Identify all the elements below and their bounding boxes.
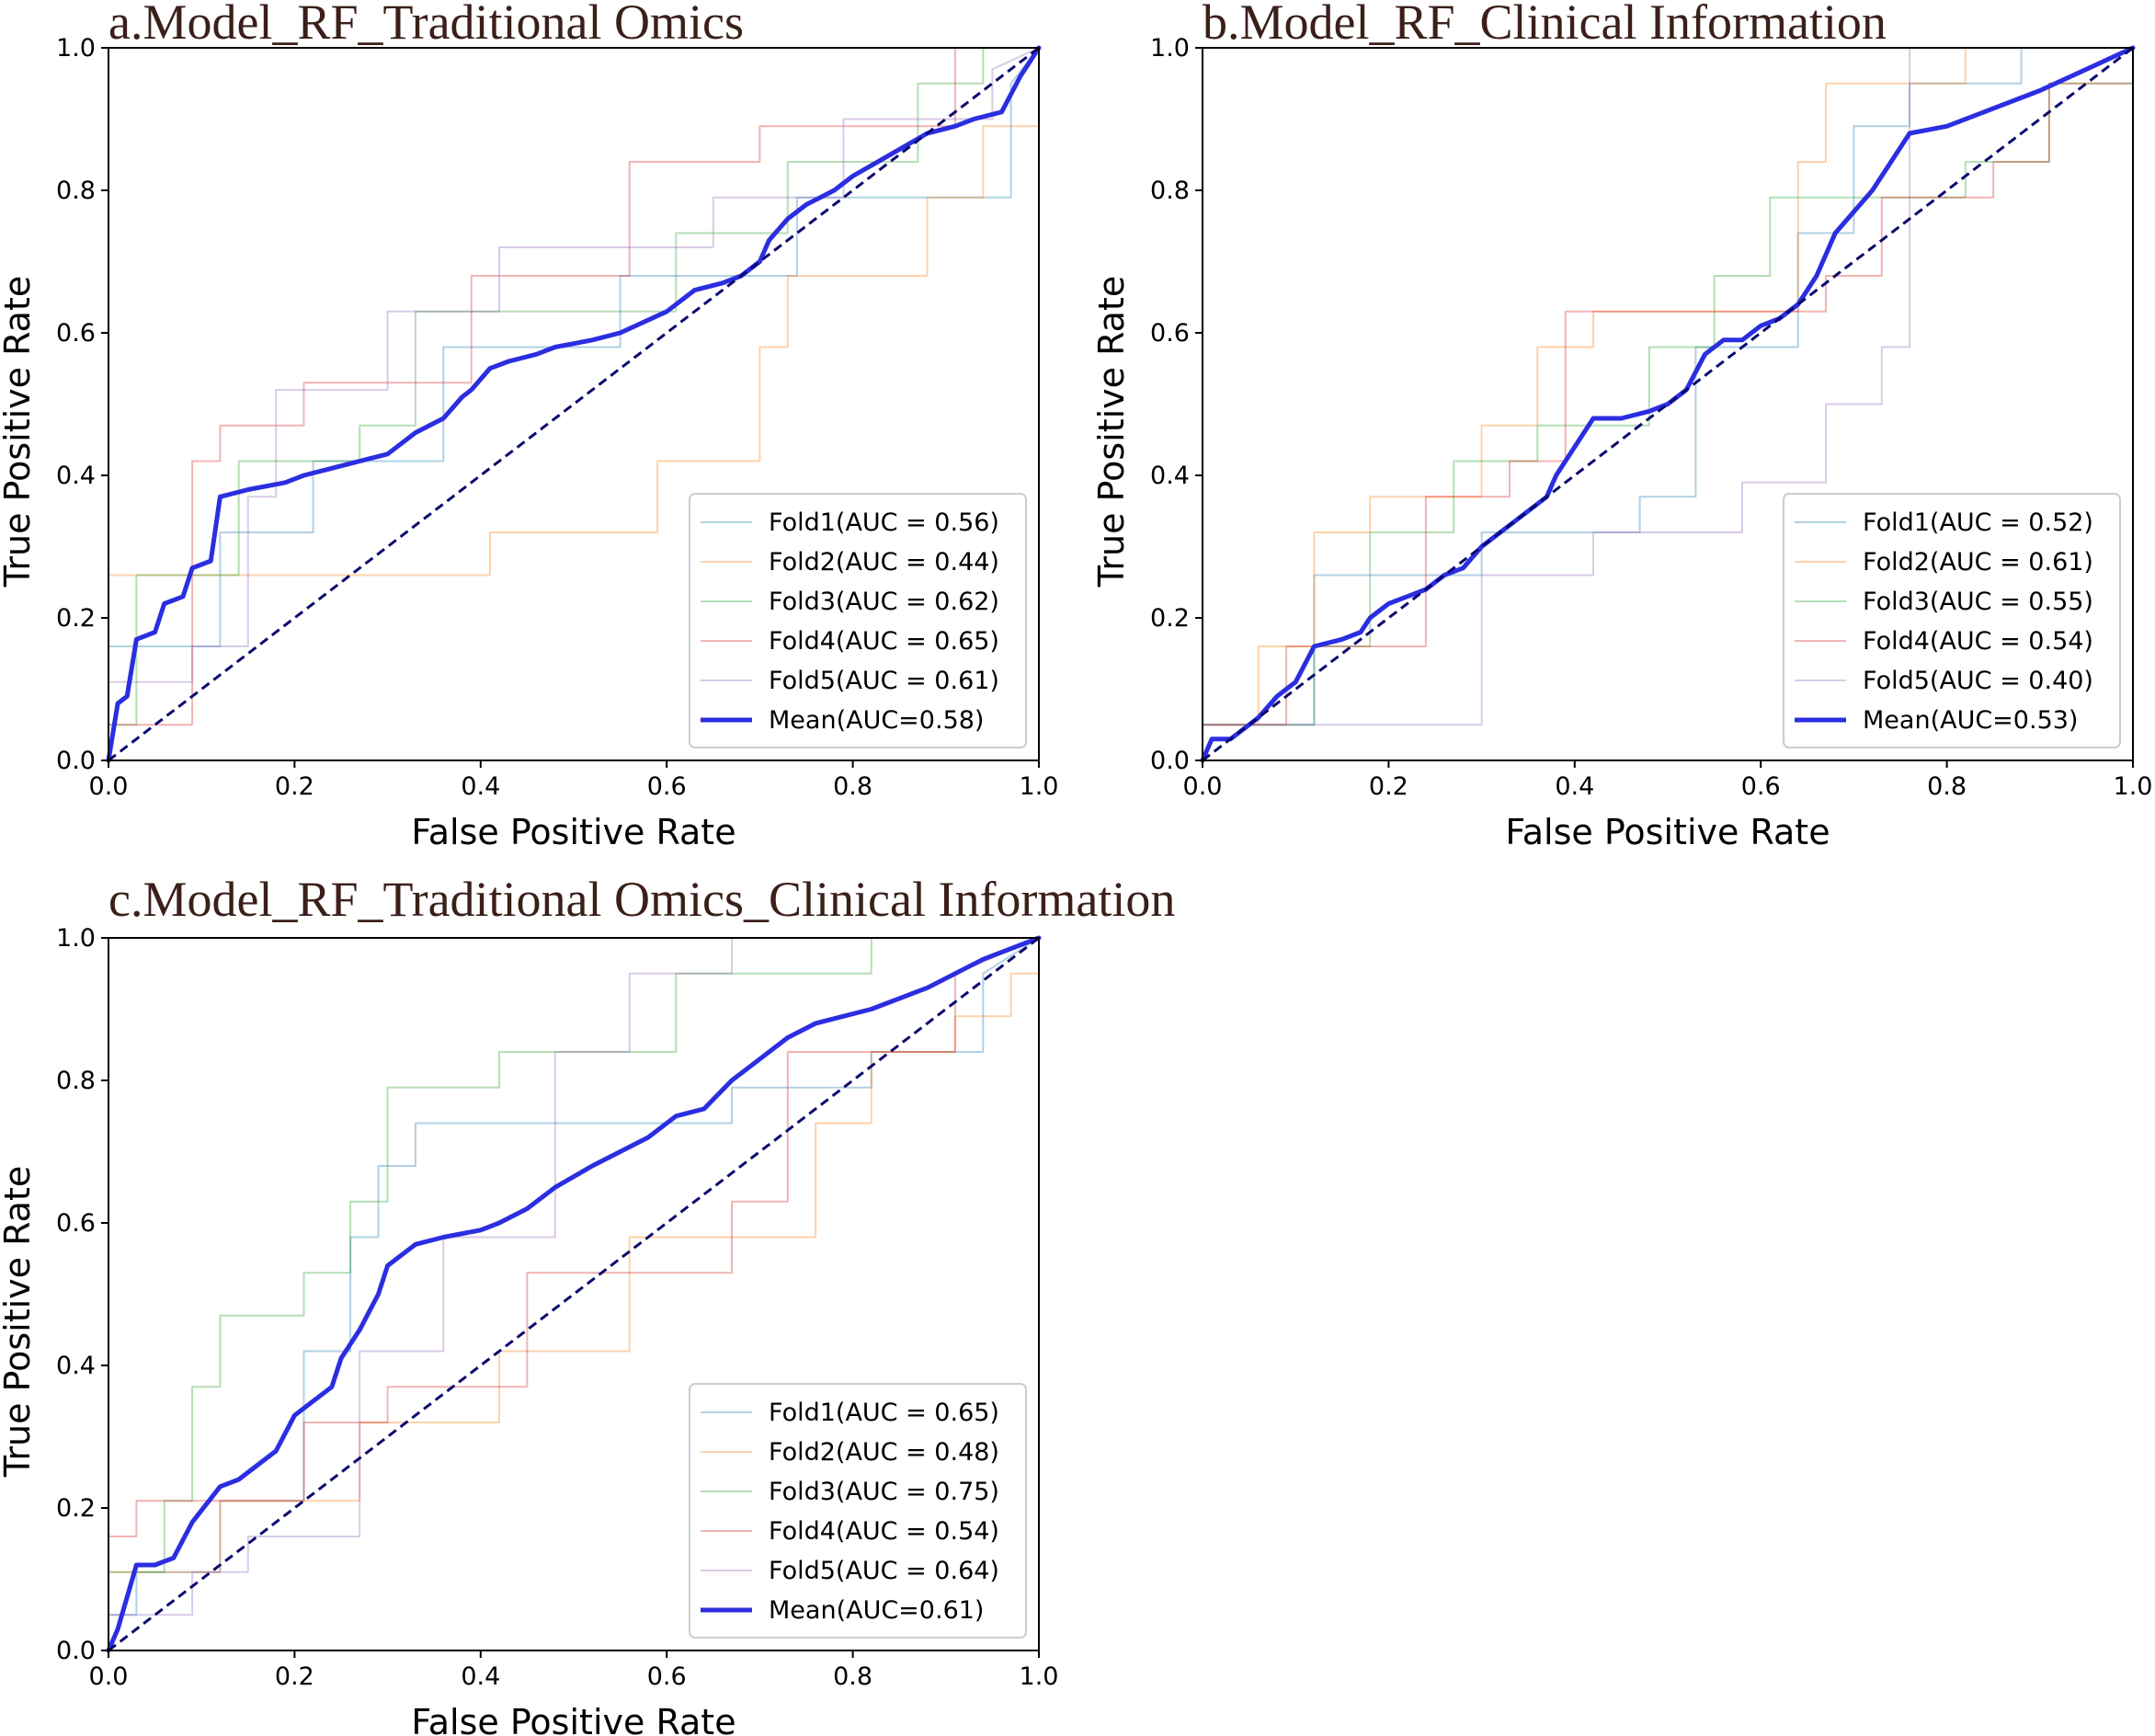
legend: Fold1(AUC = 0.65) Fold2(AUC = 0.48) Fold3(… bbox=[689, 1383, 1027, 1639]
y-tick-label: 0.4 bbox=[1150, 462, 1190, 490]
chance-diagonal-line bbox=[108, 46, 1040, 762]
fold-roc-line-4 bbox=[108, 47, 1040, 761]
fold-roc-line-5 bbox=[108, 47, 1040, 761]
legend-entry-label: Fold5(AUC = 0.61) bbox=[769, 667, 999, 695]
axes-frame bbox=[1202, 47, 2134, 761]
mean-roc-line bbox=[106, 935, 1042, 1653]
legend: Fold1(AUC = 0.52) Fold2(AUC = 0.61) Fold3(… bbox=[1783, 493, 2121, 748]
chance-diagonal-line bbox=[108, 936, 1040, 1652]
fold-roc-line-5 bbox=[1202, 47, 2134, 761]
fold-roc-line-1 bbox=[1202, 47, 2134, 761]
fold-roc-line-2 bbox=[108, 972, 1040, 1651]
legend-entry-label: Fold2(AUC = 0.48) bbox=[769, 1438, 999, 1467]
fold-roc-line-2 bbox=[1202, 47, 2134, 761]
y-tick-label: 0.8 bbox=[56, 1067, 96, 1095]
x-axis-label: False Positive Rate bbox=[1505, 812, 1830, 852]
legend-entry-label: Fold4(AUC = 0.65) bbox=[769, 627, 999, 656]
mean-roc-line bbox=[106, 45, 1042, 763]
roc-panel-b: b.Model_RF_Clinical Information 0.0 0.2 0.… bbox=[1091, 0, 2152, 852]
y-tick-label: 0.8 bbox=[1150, 177, 1190, 205]
series-group bbox=[106, 45, 1042, 763]
legend-entry-label: Mean(AUC=0.61) bbox=[769, 1596, 984, 1625]
fold-roc-line-4 bbox=[1202, 82, 2134, 761]
roc-panel-c: c.Model_RF_Traditional Omics_Clinical In… bbox=[0, 872, 1175, 1736]
x-tick-label: 0.8 bbox=[833, 1662, 872, 1691]
fold-roc-line-1 bbox=[108, 937, 1040, 1651]
y-tick-label: 0.2 bbox=[56, 604, 96, 633]
roc-panel-a: a.Model_RF_Traditional Omics 0.0 0.2 0.4 0.… bbox=[0, 0, 1058, 852]
fold-roc-line-3 bbox=[1202, 82, 2134, 761]
y-axis-label: True Positive Rate bbox=[0, 276, 38, 588]
legend-entry-label: Fold1(AUC = 0.65) bbox=[769, 1399, 999, 1427]
legend-box bbox=[689, 493, 1027, 748]
legend-entry-label: Fold3(AUC = 0.62) bbox=[769, 588, 999, 616]
y-tick-label: 0.4 bbox=[56, 1352, 96, 1380]
x-tick-label: 0.0 bbox=[89, 772, 129, 801]
y-tick-label: 0.0 bbox=[56, 747, 96, 775]
y-axis-label: True Positive Rate bbox=[0, 1166, 38, 1479]
x-tick-label: 0.2 bbox=[275, 772, 314, 801]
fold-roc-line-1 bbox=[108, 47, 1040, 761]
series-group bbox=[1200, 45, 2136, 763]
y-tick-label: 0.4 bbox=[56, 462, 96, 490]
x-tick-label: 0.4 bbox=[1555, 772, 1594, 801]
x-axis-label: False Positive Rate bbox=[411, 812, 735, 852]
y-tick-label: 0.6 bbox=[1150, 319, 1190, 348]
legend-entry-label: Fold4(AUC = 0.54) bbox=[769, 1517, 999, 1546]
legend-entry-label: Fold3(AUC = 0.75) bbox=[769, 1478, 999, 1506]
y-tick-label: 0.6 bbox=[56, 319, 96, 348]
legend-entry-label: Fold3(AUC = 0.55) bbox=[1863, 588, 2093, 616]
legend-entry-label: Mean(AUC=0.58) bbox=[769, 706, 984, 735]
x-tick-label: 0.8 bbox=[833, 772, 872, 801]
chance-diagonal-line bbox=[1202, 46, 2134, 762]
x-tick-label: 0.2 bbox=[1369, 772, 1408, 801]
x-tick-label: 1.0 bbox=[1020, 1662, 1059, 1691]
legend: Fold1(AUC = 0.56) Fold2(AUC = 0.44) Fold3(… bbox=[689, 493, 1027, 748]
fold-roc-line-3 bbox=[108, 937, 1040, 1651]
y-tick-label: 0.0 bbox=[56, 1637, 96, 1665]
x-tick-label: 0.2 bbox=[275, 1662, 314, 1691]
y-tick-label: 0.2 bbox=[56, 1494, 96, 1523]
x-tick-label: 0.4 bbox=[461, 772, 500, 801]
legend-box bbox=[1783, 493, 2121, 748]
mean-roc-line bbox=[1200, 45, 2136, 763]
legend-entry-label: Fold4(AUC = 0.54) bbox=[1863, 627, 2093, 656]
y-tick-label: 0.6 bbox=[56, 1209, 96, 1238]
y-tick-label: 1.0 bbox=[56, 34, 96, 63]
axes-frame bbox=[108, 937, 1040, 1651]
x-tick-label: 1.0 bbox=[2114, 772, 2153, 801]
legend-entry-label: Fold1(AUC = 0.52) bbox=[1863, 508, 2093, 537]
x-tick-label: 0.4 bbox=[461, 1662, 500, 1691]
axes-frame bbox=[108, 47, 1040, 761]
legend-entry-label: Fold1(AUC = 0.56) bbox=[769, 508, 999, 537]
series-group bbox=[106, 935, 1042, 1653]
y-tick-label: 0.0 bbox=[1150, 747, 1190, 775]
y-tick-label: 0.8 bbox=[56, 177, 96, 205]
fold-roc-line-3 bbox=[108, 47, 1040, 761]
x-tick-label: 0.6 bbox=[647, 1662, 687, 1691]
legend-entry-label: Fold2(AUC = 0.44) bbox=[769, 548, 999, 577]
legend-entry-label: Mean(AUC=0.53) bbox=[1863, 706, 2078, 735]
x-axis-label: False Positive Rate bbox=[411, 1702, 735, 1736]
fold-roc-line-4 bbox=[108, 937, 1040, 1651]
y-axis-label: True Positive Rate bbox=[1091, 276, 1132, 588]
fold-roc-line-2 bbox=[108, 125, 1040, 761]
legend-entry-label: Fold2(AUC = 0.61) bbox=[1863, 548, 2093, 577]
x-tick-label: 0.6 bbox=[1741, 772, 1781, 801]
legend-entry-label: Fold5(AUC = 0.64) bbox=[769, 1557, 999, 1585]
x-tick-label: 0.0 bbox=[1183, 772, 1223, 801]
y-tick-label: 1.0 bbox=[1150, 34, 1190, 63]
legend-entry-label: Fold5(AUC = 0.40) bbox=[1863, 667, 2093, 695]
y-tick-label: 0.2 bbox=[1150, 604, 1190, 633]
legend-box bbox=[689, 1383, 1027, 1639]
panel-title: a.Model_RF_Traditional Omics bbox=[108, 0, 744, 50]
x-tick-label: 0.6 bbox=[647, 772, 687, 801]
panel-title: b.Model_RF_Clinical Information bbox=[1203, 0, 1887, 50]
x-tick-label: 1.0 bbox=[1020, 772, 1059, 801]
y-tick-label: 1.0 bbox=[56, 924, 96, 953]
x-tick-label: 0.0 bbox=[89, 1662, 129, 1691]
x-tick-label: 0.8 bbox=[1927, 772, 1967, 801]
panel-title: c.Model_RF_Traditional Omics_Clinical In… bbox=[108, 872, 1175, 927]
